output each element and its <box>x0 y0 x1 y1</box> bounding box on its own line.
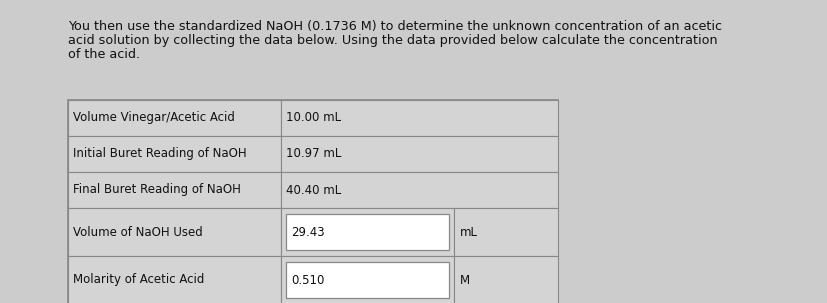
Bar <box>68 172 280 208</box>
Bar <box>285 214 448 250</box>
Text: Initial Buret Reading of NaOH: Initial Buret Reading of NaOH <box>73 148 246 161</box>
Bar <box>453 256 557 303</box>
Text: 40.40 mL: 40.40 mL <box>285 184 341 197</box>
Text: acid solution by collecting the data below. Using the data provided below calcul: acid solution by collecting the data bel… <box>68 34 717 47</box>
Bar <box>280 136 557 172</box>
Text: 29.43: 29.43 <box>290 225 324 238</box>
Bar <box>280 172 557 208</box>
Bar <box>280 256 453 303</box>
Bar <box>453 208 557 256</box>
Text: 10.97 mL: 10.97 mL <box>285 148 341 161</box>
Bar <box>68 208 280 256</box>
Text: of the acid.: of the acid. <box>68 48 140 61</box>
Bar <box>280 208 453 256</box>
Text: M: M <box>460 274 470 287</box>
Text: You then use the standardized NaOH (0.1736 M) to determine the unknown concentra: You then use the standardized NaOH (0.17… <box>68 20 721 33</box>
Text: 0.510: 0.510 <box>290 274 324 287</box>
Bar <box>68 136 280 172</box>
Bar <box>68 256 280 303</box>
Text: Molarity of Acetic Acid: Molarity of Acetic Acid <box>73 274 204 287</box>
Bar <box>68 100 280 136</box>
Bar <box>285 262 448 298</box>
Text: mL: mL <box>460 225 477 238</box>
Bar <box>68 100 557 303</box>
Bar <box>280 100 557 136</box>
Text: Volume Vinegar/Acetic Acid: Volume Vinegar/Acetic Acid <box>73 112 235 125</box>
Text: 10.00 mL: 10.00 mL <box>285 112 341 125</box>
Text: Final Buret Reading of NaOH: Final Buret Reading of NaOH <box>73 184 241 197</box>
Text: Volume of NaOH Used: Volume of NaOH Used <box>73 225 203 238</box>
